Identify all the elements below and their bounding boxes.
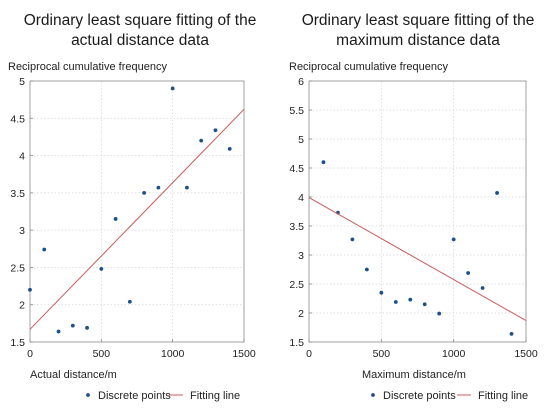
y-tick-label: 3 [298,250,304,262]
plot-frame [29,80,245,343]
x-tick-label: 500 [93,348,111,360]
data-point [85,325,89,330]
y-tick-label: 3.5 [289,221,304,233]
chart-title-line: Ordinary least square fitting of the [302,12,535,29]
data-point [28,287,32,292]
data-point [227,146,232,151]
chart-panel-1: Ordinary least square fitting of the actu… [8,12,256,402]
data-point [142,190,147,195]
data-point [170,86,175,91]
legend-label: Discrete points [383,390,456,402]
legend: Discrete points Fitting line [371,390,528,402]
data-point [42,247,47,252]
y-tick-label: 2.5 [10,262,25,274]
chart-panel-2: Ordinary least square fitting of the maxi… [289,12,538,402]
y-tick-label: 4 [19,151,25,163]
fitting-line [29,108,245,330]
fitting-line [308,197,527,321]
data-point [70,323,75,328]
x-tick-label: 1000 [161,348,185,360]
y-tick-label: 1.5 [10,337,25,349]
x-tick-label: 500 [373,348,391,360]
legend-label: Discrete points [98,390,171,402]
y-tick-label: 3 [19,225,25,237]
chart-title-line: maximum distance data [336,32,500,49]
y-tick-label: 6 [298,76,304,88]
data-point [509,331,514,336]
plot-frame [308,80,527,343]
data-point [408,297,413,302]
data-point [451,237,456,242]
chart-title-line: actual distance data [71,32,209,49]
x-tick-label: 0 [27,348,33,360]
y-tick-label: 4.5 [10,113,25,125]
data-point [213,128,218,133]
data-point [422,302,427,307]
data-point [480,286,485,290]
x-tick-label: 1500 [514,348,538,360]
data-point [364,267,369,272]
data-point [495,191,499,195]
y-tick-label: 3.5 [10,188,25,200]
x-tick-label: 0 [306,348,312,360]
data-point [350,237,355,242]
x-axis-label: Maximum distance/m [362,369,466,381]
data-point [185,185,189,190]
y-tick-label: 4.5 [289,163,304,175]
data-point [156,185,161,190]
legend-point-marker [371,393,375,397]
legend-label: Fitting line [190,390,240,402]
y-tick-label: 5 [19,76,25,88]
legend-label: Fitting line [478,390,528,402]
data-point [393,300,398,304]
y-axis-label: Reciprocal cumulative frequency [289,61,448,73]
data-point [321,160,326,165]
data-point [127,299,132,304]
y-axis-label: Reciprocal cumulative frequency [8,61,167,73]
data-point [437,311,442,316]
legend-point-marker [86,393,90,397]
y-tick-label: 5.5 [289,105,304,117]
y-tick-label: 4 [298,192,304,204]
x-tick-label: 1500 [232,348,256,360]
x-axis-label: Actual distance/m [30,369,117,381]
chart-title-line: Ordinary least square fitting of the [24,12,257,29]
y-tick-label: 1.5 [289,337,304,349]
y-tick-label: 2 [19,300,25,312]
data-point [99,267,104,271]
x-tick-label: 1000 [442,348,466,360]
legend: Discrete points Fitting line [86,390,240,402]
y-tick-label: 5 [298,134,304,146]
data-point [379,290,384,295]
data-point [56,329,61,334]
y-tick-label: 2.5 [289,279,304,291]
y-tick-label: 2 [298,308,304,320]
data-point [466,271,471,275]
data-point [199,138,204,143]
data-point [113,217,118,221]
